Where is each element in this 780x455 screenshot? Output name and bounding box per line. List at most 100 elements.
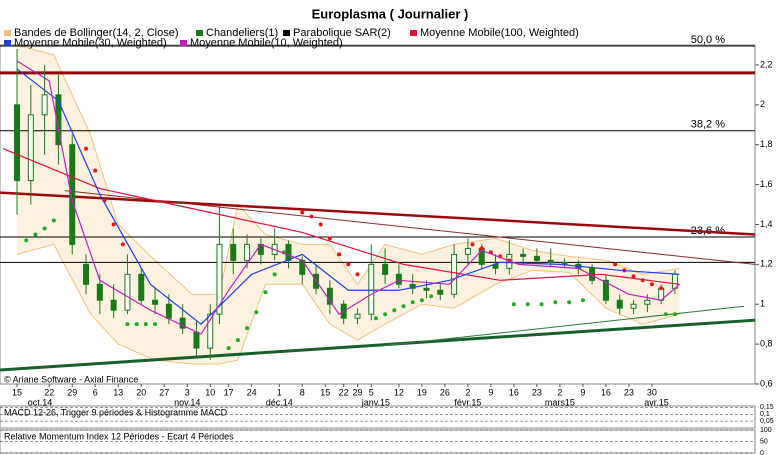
sar-dot [245, 326, 250, 331]
month-label: oct.14 [28, 397, 53, 407]
legend-label: Moyenne Mobile(10, Weighted) [190, 37, 343, 49]
y-tick-label: 0,6 [760, 378, 773, 388]
x-tick-label: 15 [12, 387, 22, 397]
month-label: févr.15 [454, 397, 481, 407]
legend-swatch [180, 40, 187, 46]
legend-swatch [283, 30, 290, 36]
sar-dot [613, 262, 618, 267]
x-tick-label: 12 [394, 387, 404, 397]
x-tick-label: 3 [185, 387, 190, 397]
candle-body [14, 104, 21, 182]
candle-body [602, 279, 609, 301]
candle-body [547, 259, 554, 263]
candle-body [41, 94, 48, 116]
y-tick-label: 1,8 [760, 139, 773, 149]
sar-dot [318, 222, 323, 227]
sar-dot [580, 298, 585, 303]
sar-dot [511, 302, 516, 307]
sar-dot [401, 304, 406, 309]
bollinger-fill [17, 45, 680, 365]
y-tick-label: 1,6 [760, 179, 773, 189]
level-label: 38,2 % [691, 119, 725, 131]
panel-title: Relative Momentum Index 12 Périodes - Ec… [4, 431, 234, 441]
candle-body [165, 303, 172, 319]
legend-label: Moyenne Mobile(30, Weighted) [14, 37, 167, 49]
sar-dot [419, 298, 424, 303]
x-tick-label: 24 [247, 387, 257, 397]
legend-swatch [4, 30, 11, 36]
x-tick-label: 27 [159, 387, 169, 397]
legend-label: Parabolique SAR(2) [293, 27, 391, 39]
bollinger-lower [16, 243, 680, 365]
trend-line [64, 190, 756, 265]
sar-dot [525, 302, 530, 307]
x-tick-label: 29 [352, 387, 362, 397]
x-tick-label: 10 [205, 387, 215, 397]
x-tick-label: 15 [320, 387, 330, 397]
candle-body [368, 263, 375, 315]
candle-body [27, 114, 34, 182]
candle-body [533, 255, 540, 261]
level-label: 50,0 % [691, 34, 725, 46]
x-tick-label: 23 [532, 387, 542, 397]
moving-average [16, 68, 680, 325]
candle-body [437, 289, 444, 295]
y-tick-label: 0,8 [760, 338, 773, 348]
x-tick-label: 19 [417, 387, 427, 397]
sar-dot [327, 236, 332, 241]
x-tick-label: 16 [601, 387, 611, 397]
sar-dot [153, 322, 158, 327]
sar-dot [93, 168, 98, 173]
sar-dot [373, 316, 378, 321]
y-tick-label: 1 [760, 299, 765, 309]
candle-body [216, 243, 223, 315]
moving-average [16, 60, 680, 335]
sar-dot [235, 338, 240, 343]
candle-body [644, 299, 651, 305]
panel-tick-label: 0,05 [760, 418, 774, 425]
legend: Bandes de Bollinger(14, 2, Close) Chandel… [4, 27, 579, 49]
macd-panel [0, 405, 756, 429]
candle-body [55, 94, 62, 146]
sar-dot [659, 286, 664, 291]
panel-tick-label: 50 [760, 438, 768, 445]
x-tick-label: 1 [277, 387, 282, 397]
candle-body [179, 317, 186, 329]
candle-body [520, 253, 527, 257]
candle-body [69, 144, 76, 245]
candle-body [152, 299, 159, 305]
sar-dot [337, 252, 342, 257]
sar-dot [429, 294, 434, 299]
sar-dot [553, 300, 558, 305]
candle-body [354, 313, 361, 319]
moving-average [2, 148, 680, 285]
trend-line [0, 191, 756, 236]
x-tick-label: 5 [369, 387, 374, 397]
sar-dot [539, 302, 544, 307]
sar-dot [111, 222, 116, 227]
y-tick-label: 2 [760, 99, 765, 109]
sar-dot [663, 312, 668, 317]
legend-label: Bandes de Bollinger(14, 2, Close) [14, 27, 178, 39]
sar-dot [226, 346, 231, 351]
sar-dot [346, 262, 351, 267]
panel-tick-label: 0,15 [760, 404, 774, 411]
sar-dot [84, 146, 89, 151]
sar-dot [672, 312, 677, 317]
candle-body [124, 273, 131, 311]
x-tick-label: 16 [509, 387, 519, 397]
sar-dot [134, 322, 139, 327]
sar-dot [392, 308, 397, 313]
candle-body [96, 283, 103, 301]
y-tick-label: 1,2 [760, 259, 773, 269]
y-tick-label: 1,4 [760, 219, 773, 229]
candle-body [464, 247, 471, 255]
panel-tick-label: 0 [760, 450, 764, 455]
sar-dot [479, 246, 484, 251]
x-tick-label: 9 [488, 387, 493, 397]
sar-dot [410, 300, 415, 305]
sar-dot [33, 232, 38, 237]
sar-dot [631, 274, 636, 279]
chart-title: Europlasma ( Journalier ) [312, 6, 469, 21]
